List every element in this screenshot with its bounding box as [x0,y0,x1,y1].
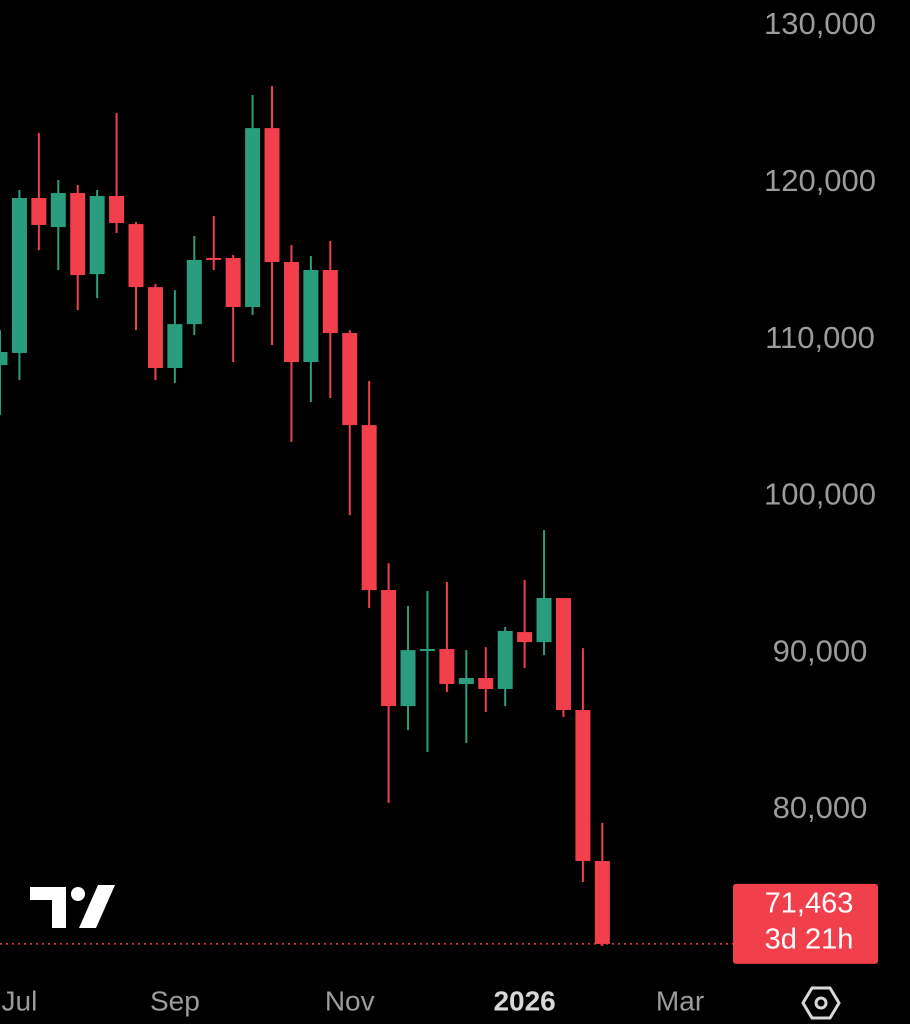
candle-body [322,270,338,334]
candle-body [264,128,280,263]
candle-body [342,333,358,426]
x-tick-label: Nov [325,985,375,1016]
candle-body [147,287,163,369]
logo-part [30,887,66,928]
candle-body [31,198,47,226]
candle-body [50,193,66,228]
candle-body [458,678,474,684]
candle-body [439,649,455,684]
candle-body [575,710,591,862]
tradingview-logo [30,885,115,928]
y-tick-label: 130,000 [764,6,876,41]
y-tick-label: 100,000 [764,477,876,512]
last-price-label: 71,463 [765,888,854,920]
logo-part [79,885,115,928]
candle-body [206,257,222,260]
settings-dot[interactable] [814,996,828,1010]
candle-body [497,630,513,689]
candle-body [225,257,241,308]
logo-part [71,887,85,901]
candle-body [419,649,435,652]
x-tick-label: Sep [150,985,200,1016]
candle-body [70,193,86,276]
y-tick-label: 110,000 [765,320,875,355]
candle-body [555,598,571,711]
candle-body [245,128,261,308]
candle-body [89,196,105,275]
candles [0,86,610,946]
candle-body [400,650,416,707]
candle-body [128,224,144,288]
x-tick-label: 2026 [493,985,555,1016]
countdown-label: 3d 21h [765,924,854,956]
candle-body [303,270,319,363]
x-tick-label: Jul [2,985,38,1016]
x-tick-label: Mar [656,985,704,1016]
candle-body [594,861,610,944]
settings-icon[interactable] [801,986,841,1020]
candle-body [186,259,202,325]
y-tick-label: 80,000 [773,790,868,825]
candle-body [478,678,494,689]
candle-body [0,352,8,366]
candle-body [167,324,183,369]
y-tick-label: 120,000 [764,163,876,198]
candle-body [381,590,397,707]
candle-body [109,196,125,223]
candle-body [361,425,377,591]
settings-hex[interactable] [801,986,841,1020]
candle-body [11,198,27,353]
candle-body [536,598,552,643]
y-tick-label: 90,000 [773,633,868,668]
candle-body [283,262,299,363]
last-price-box [733,883,878,964]
candle-body [517,632,533,643]
